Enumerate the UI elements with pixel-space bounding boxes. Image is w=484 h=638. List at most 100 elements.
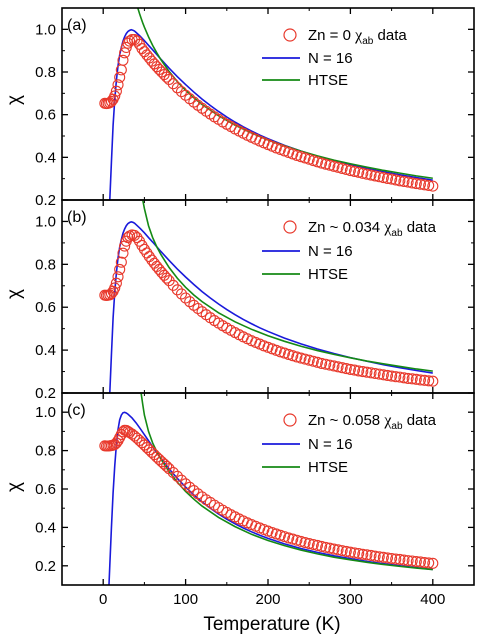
data-point [365, 169, 377, 181]
data-point [386, 552, 398, 565]
data-point [110, 85, 122, 97]
legend-label-n16: N = 16 [308, 436, 353, 453]
data-point [410, 556, 422, 568]
data-point [307, 355, 319, 367]
data-point [120, 424, 132, 436]
legend: Zn ~ 0.034 χab data N = 16 HTSE [262, 219, 437, 283]
data-point [381, 552, 394, 564]
data-point [394, 553, 406, 566]
series-group [99, 393, 439, 585]
data-point [353, 547, 365, 560]
data-point [110, 277, 122, 289]
legend-marker [283, 28, 297, 42]
data-point [143, 251, 155, 263]
data-point [394, 371, 406, 383]
x-tick-label: 300 [338, 591, 363, 608]
data-point [311, 539, 323, 552]
data-point [324, 159, 336, 171]
data-point [423, 557, 435, 569]
data-point [303, 537, 315, 550]
data-point [161, 71, 173, 83]
data-point [119, 47, 131, 59]
data-point [287, 533, 299, 545]
data-point [373, 551, 385, 563]
data-point [316, 157, 328, 169]
legend-item-n16: N = 16 [262, 436, 353, 453]
legend-label-htse: HTSE [308, 266, 348, 283]
data-point [361, 168, 373, 180]
data-point [283, 532, 295, 544]
data-point [316, 540, 328, 552]
data-point [386, 370, 398, 382]
data-point [114, 263, 126, 276]
data-point [105, 95, 117, 107]
x-axis-title: Temperature (K) [203, 614, 340, 635]
data-point [299, 353, 311, 365]
data-point [295, 151, 307, 163]
legend-item-data: Zn = 0 χab data [283, 27, 407, 47]
data-point [328, 543, 340, 555]
data-point [410, 178, 422, 190]
data-point [340, 163, 352, 176]
y-tick-label: 0.6 [35, 107, 56, 124]
data-point [175, 86, 188, 98]
legend-subscript: ab [391, 421, 403, 432]
panel-2: 0.2 0.4 0.6 0.8 1.0 χ (b) Zn ~ 0.034 χab data N … [4, 199, 475, 402]
legend-subscript: ab [391, 228, 403, 239]
data-point [357, 167, 369, 179]
n16-line [108, 221, 433, 393]
y-tick-label: 1.0 [35, 213, 56, 230]
data-point [328, 360, 340, 372]
legend-marker [283, 413, 297, 427]
x-tick-label: 200 [255, 591, 280, 608]
data-point [406, 555, 418, 567]
data-point [167, 78, 179, 90]
data-point [398, 554, 410, 566]
data-point [141, 49, 153, 61]
data-point [295, 535, 307, 547]
data-point [299, 152, 311, 164]
htse-line [141, 200, 433, 372]
data-point [171, 284, 183, 296]
legend-suffix: data [403, 219, 437, 236]
data-point [381, 172, 394, 184]
data-point [423, 375, 435, 387]
data-point [109, 282, 121, 294]
data-point [340, 362, 352, 375]
data-point [361, 366, 373, 378]
data-point [348, 547, 361, 559]
data-point [423, 179, 435, 192]
data-point [124, 35, 136, 47]
y-tick-label: 0.2 [35, 558, 56, 575]
data-point [184, 93, 196, 105]
data-point [307, 154, 319, 167]
y-tick-label: 1.0 [35, 21, 56, 38]
data-point [311, 356, 323, 368]
data-point [414, 374, 426, 386]
legend-suffix: data [403, 412, 437, 429]
n16-line [108, 411, 433, 585]
data-point [291, 351, 303, 363]
data-point [369, 550, 381, 562]
data-point [332, 161, 344, 173]
y-axis-title: χ [4, 482, 25, 492]
legend: Zn ~ 0.058 χab data N = 16 HTSE [262, 412, 437, 476]
data-point [414, 178, 426, 190]
legend-item-htse: HTSE [262, 72, 348, 89]
data-point [361, 549, 373, 561]
data-point [336, 545, 348, 557]
data-point [274, 346, 286, 358]
data-point [402, 372, 414, 384]
data-point [287, 350, 299, 362]
data-point [328, 160, 340, 172]
data-point [109, 90, 121, 102]
data-point [112, 271, 124, 283]
legend-chi: χ [354, 27, 363, 44]
series-group [99, 8, 439, 200]
panel-3: 0.2 0.4 0.6 0.8 1.0 0 100 200 300 400 χ (c) Zn ~ 0.0… [4, 392, 475, 608]
legend: Zn = 0 χab data N = 16 HTSE [262, 27, 407, 89]
data-point [394, 175, 406, 187]
data-point [320, 358, 332, 370]
data-point [414, 556, 426, 568]
data-point [390, 553, 402, 565]
